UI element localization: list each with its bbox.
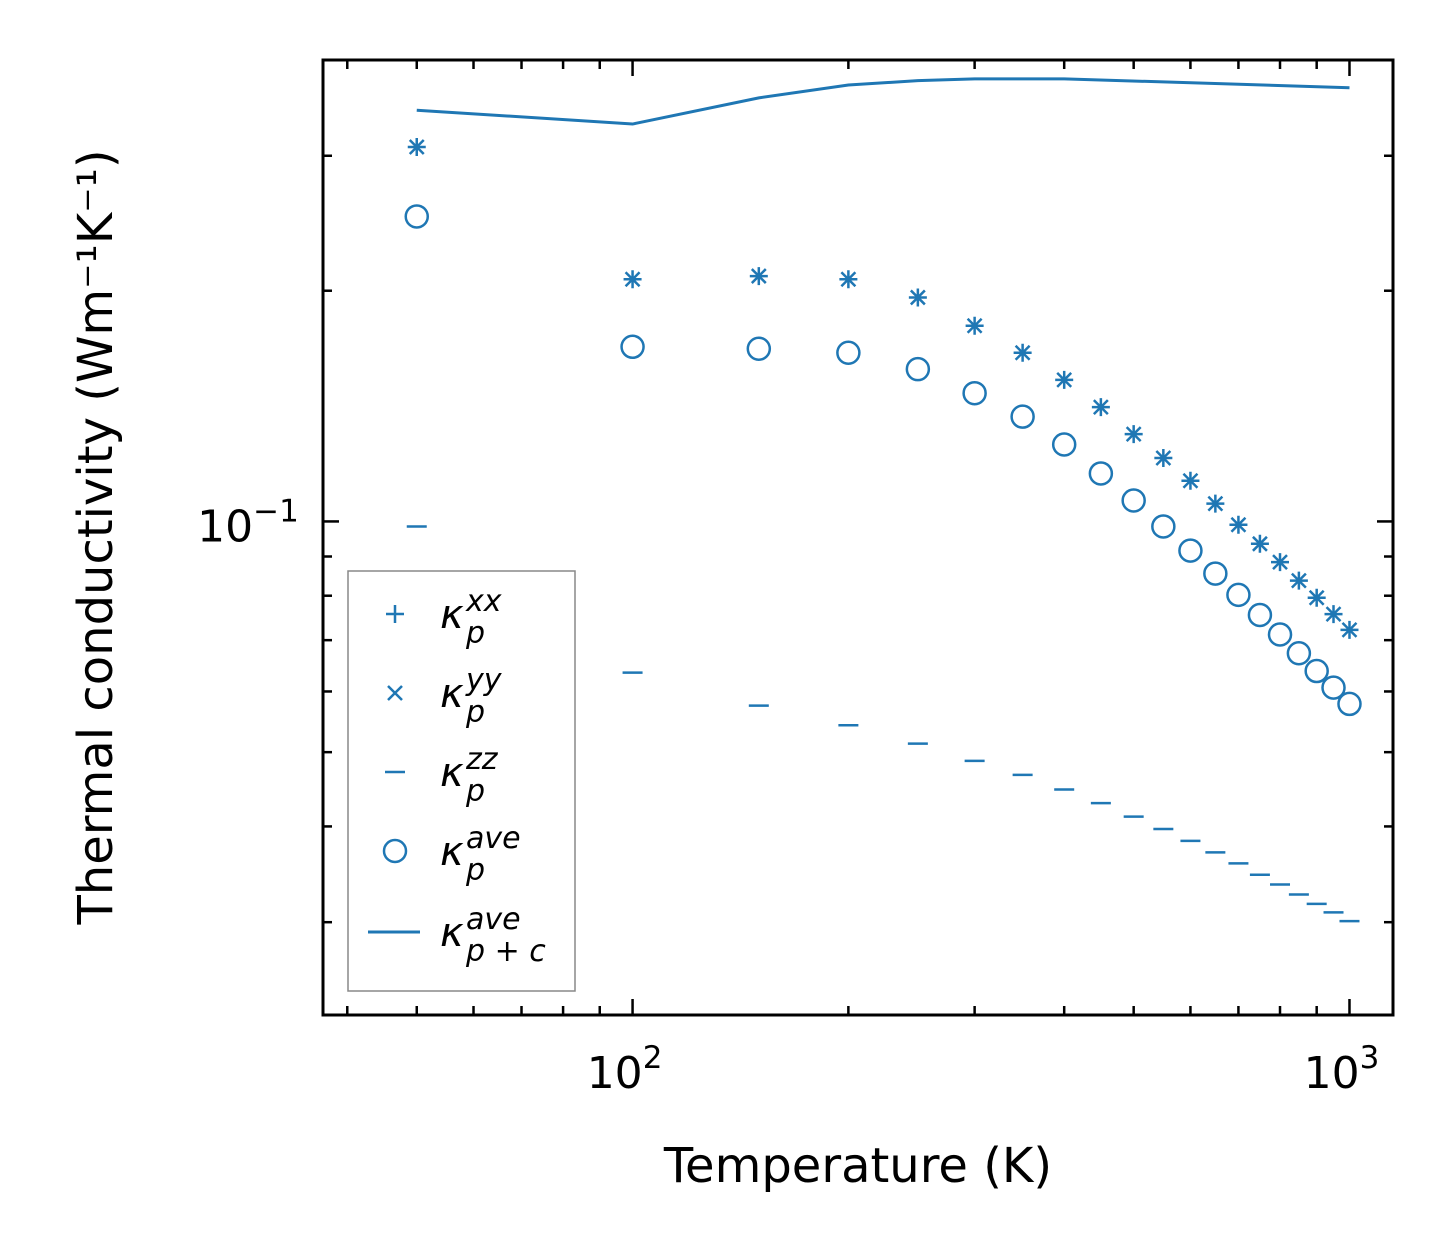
x-axis-label: Temperature (K) [663, 1138, 1052, 1194]
legend-label-4: κave p + c [440, 902, 546, 969]
series-ave-3 [404, 204, 1362, 717]
data-point-1-16 [1290, 572, 1307, 589]
tick-labels: 102 103 10−1 [197, 493, 1379, 1099]
plot-area [404, 77, 1362, 923]
legend: κxx p κyy p κzz p κave p κave p + c [347, 570, 576, 992]
x-tick-label-0: 102 [587, 1040, 663, 1099]
legend-marker-0 [386, 605, 404, 623]
data-point-1-18 [1325, 606, 1342, 622]
legend-label-0: κxx p [440, 584, 502, 651]
legend-label-2: κzz p [440, 742, 499, 809]
data-point-3-5 [962, 380, 987, 406]
legend-marker-group-1 [387, 685, 403, 701]
data-point-1-8 [1092, 399, 1109, 415]
data-point-3-2 [746, 336, 772, 362]
legend-marker-3 [382, 838, 408, 864]
data-point-3-7 [1051, 432, 1077, 457]
series-line-4 [416, 77, 1350, 126]
data-point-3-17 [1304, 658, 1329, 684]
series-yy-1 [408, 139, 1358, 638]
data-point-3-3 [836, 340, 861, 365]
data-point-1-0 [408, 139, 425, 155]
legend-label-3: κave p [440, 821, 521, 888]
legend-marker-group-0 [386, 605, 404, 623]
data-point-3-12 [1203, 561, 1228, 586]
data-point-3-18 [1321, 675, 1346, 700]
data-point-3-14 [1247, 602, 1273, 628]
data-point-1-12 [1207, 495, 1224, 512]
legend-marker-group-3 [382, 838, 408, 864]
data-point-3-10 [1151, 514, 1176, 539]
data-point-3-13 [1226, 582, 1251, 608]
major-ticks [323, 60, 1393, 1015]
data-point-1-15 [1272, 554, 1288, 570]
data-point-1-9 [1125, 426, 1142, 442]
data-point-1-4 [909, 289, 926, 306]
data-point-1-10 [1155, 450, 1172, 466]
data-point-1-5 [966, 317, 983, 334]
data-point-3-15 [1267, 622, 1293, 647]
data-point-1-19 [1341, 621, 1358, 638]
y-tick-label-0: 10−1 [197, 493, 299, 552]
data-point-1-17 [1308, 589, 1325, 606]
legend-box [347, 570, 576, 992]
y-axis-label: Thermal conductivity (Wm⁻¹K⁻¹) [68, 149, 124, 925]
data-point-3-8 [1088, 461, 1114, 486]
data-point-1-6 [1014, 344, 1031, 361]
data-point-1-7 [1056, 372, 1073, 388]
data-point-3-0 [404, 204, 430, 229]
axes-frame [321, 58, 1395, 1017]
data-point-1-13 [1230, 516, 1247, 533]
series-zz-2 [406, 525, 1360, 923]
data-point-3-11 [1178, 538, 1203, 563]
data-point-3-4 [905, 356, 931, 382]
data-point-3-6 [1010, 404, 1035, 429]
data-point-1-2 [750, 268, 767, 284]
data-point-3-1 [620, 334, 645, 360]
data-point-1-3 [840, 271, 857, 288]
data-point-1-1 [624, 271, 641, 288]
data-point-1-11 [1182, 472, 1199, 489]
series-ave-4 [416, 77, 1350, 126]
x-tick-label-1: 103 [1304, 1040, 1380, 1099]
data-point-1-14 [1252, 535, 1268, 552]
data-point-3-19 [1337, 691, 1362, 717]
data-point-3-9 [1121, 488, 1146, 513]
legend-label-1: κyy p [440, 663, 503, 730]
data-point-3-16 [1286, 641, 1312, 666]
legend-marker-1 [387, 685, 403, 701]
